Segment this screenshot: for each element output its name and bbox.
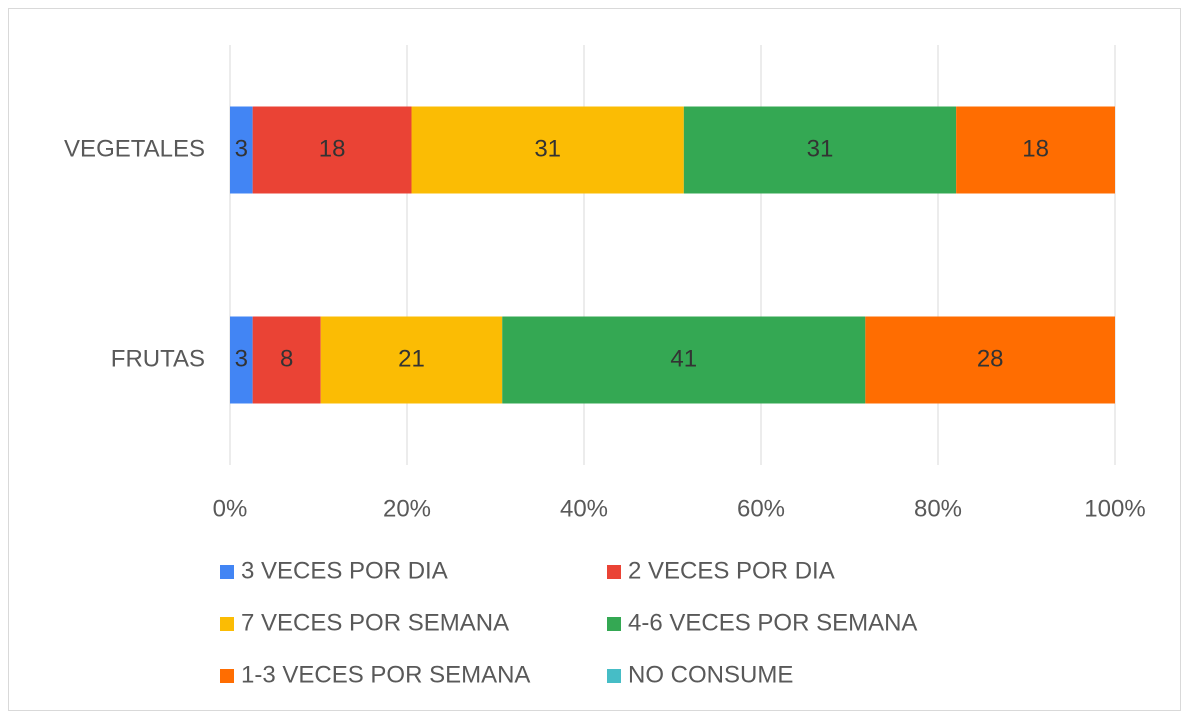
legend-swatch [220,669,234,683]
legend-swatch [607,565,621,579]
bar-segment [502,316,866,404]
legend-label: 3 VECES POR DIA [241,557,448,584]
x-tick-label: 20% [383,495,431,522]
bar-segment [956,106,1115,194]
bar-segment [252,106,412,194]
legend-label: NO CONSUME [628,661,793,688]
bar-segment [230,316,253,404]
data-label: 18 [319,135,346,162]
legend-swatch [607,669,621,683]
x-tick-label: 40% [560,495,608,522]
legend-label: 4-6 VECES POR SEMANA [628,609,917,636]
data-label: 18 [1022,135,1049,162]
y-tick-label: VEGETALES [64,135,205,162]
data-label: 3 [235,135,248,162]
legend-label: 2 VECES POR DIA [628,557,835,584]
legend-swatch [607,617,621,631]
x-tick-label: 80% [914,495,962,522]
data-label: 28 [977,345,1004,372]
data-label: 3 [235,345,248,372]
x-tick-label: 0% [213,495,248,522]
legend-label: 1-3 VECES POR SEMANA [241,661,530,688]
x-tick-label: 60% [737,495,785,522]
x-tick-label: 100% [1084,495,1145,522]
data-label: 21 [398,345,425,372]
y-tick-label: FRUTAS [111,345,205,372]
legend-swatch [220,617,234,631]
data-label: 8 [280,345,293,372]
bar-segment [411,106,684,194]
bar-segment [252,316,321,404]
bar-segment [230,106,253,194]
data-label: 31 [807,135,834,162]
data-label: 41 [670,345,697,372]
bar-segment [683,106,957,194]
legend-label: 7 VECES POR SEMANA [241,609,509,636]
bar-segment [865,316,1115,404]
data-label: 31 [534,135,561,162]
bar-segment [320,316,503,404]
legend-swatch [220,565,234,579]
